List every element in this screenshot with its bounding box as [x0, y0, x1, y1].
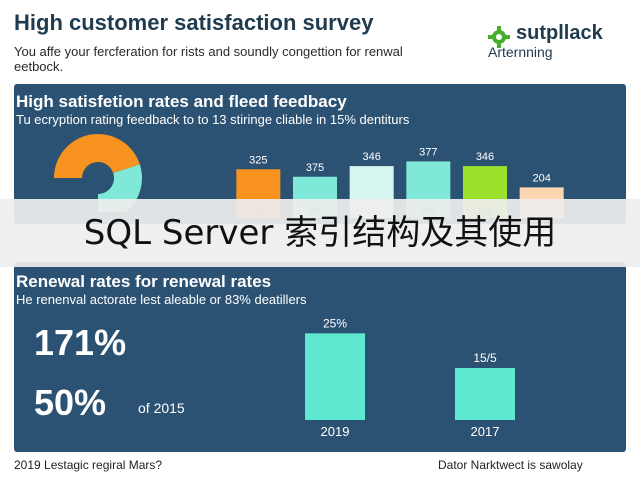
bar-value-label: 325 [249, 154, 267, 166]
banner-text: SQL Server 索引结构及其使用 [83, 213, 557, 253]
bar-value-label: 346 [362, 151, 380, 163]
footer-left-text: 2019 Lestagic regiral Mars? [14, 458, 163, 472]
brand-tagline: Arternning [488, 44, 553, 60]
title-banner: SQL Server 索引结构及其使用 [0, 199, 640, 267]
brand-name: sutpllack [516, 22, 603, 44]
footer-right-text: Dator Narktwect is sawolay [438, 458, 583, 472]
stat-value: 171% [34, 322, 127, 363]
header: High customer satisfaction survey You af… [0, 0, 640, 84]
bar-value-label: 375 [306, 162, 324, 174]
satisfaction-panel-subtitle: Tu ecryption rating feedback to to 13 st… [16, 112, 410, 127]
bar-value-label: 204 [532, 172, 550, 184]
satisfaction-panel-title: High satisfetion rates and fleed feedbac… [16, 92, 347, 111]
bar [305, 333, 365, 420]
bar-value-label: 15/5 [473, 351, 497, 365]
renewal-panel-subtitle: He renenval actorate lest aleable or 83%… [16, 292, 307, 307]
page-title: High customer satisfaction survey [14, 10, 374, 35]
category-label: 2019 [321, 424, 350, 439]
bar-value-label: 25% [323, 316, 347, 330]
renewal-panel-title: Renewal rates for renewal rates [16, 272, 272, 291]
bar-value-label: 377 [419, 146, 437, 158]
pie-slice [54, 133, 140, 178]
gear-icon [488, 26, 510, 48]
stat-note: of 2015 [138, 400, 185, 416]
bar [455, 368, 515, 420]
stat-value: 50% [34, 382, 107, 423]
renewal-bar-chart: 25% 2019 15/5 2017 [305, 316, 515, 439]
category-label: 2017 [471, 424, 500, 439]
page-subtitle: You affe your fercferation for rists and… [14, 44, 403, 74]
bar-value-label: 346 [476, 151, 494, 163]
